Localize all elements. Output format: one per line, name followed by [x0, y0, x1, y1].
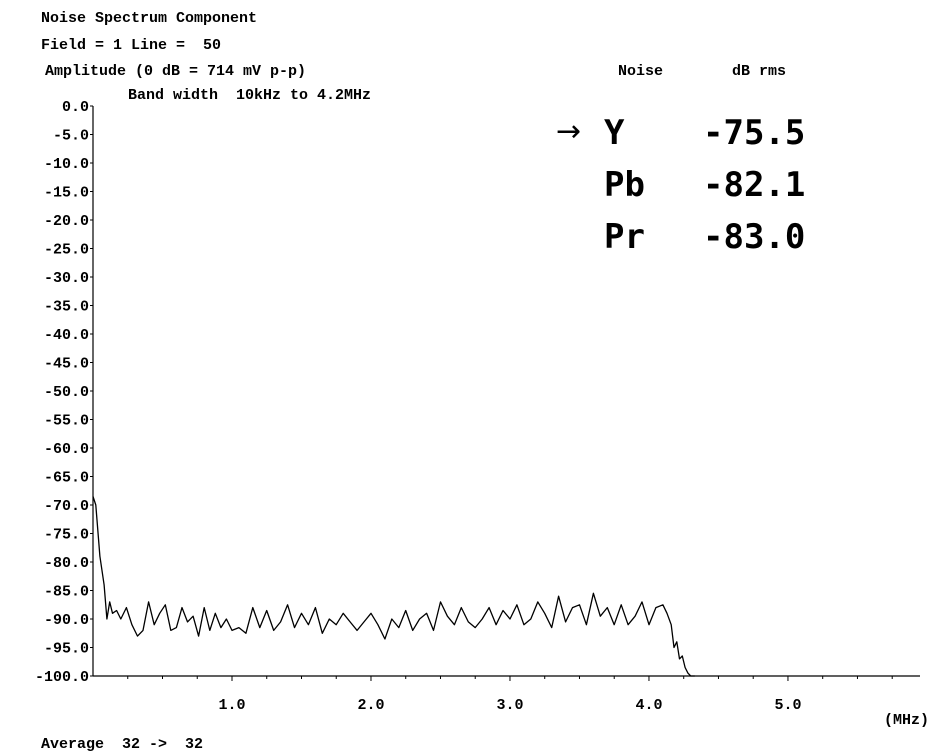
x-axis: 1.0 2.0 3.0 4.0 5.0	[93, 675, 920, 714]
average-readout: Average 32 -> 32	[41, 736, 204, 753]
noise-column-header: Noise	[618, 63, 664, 80]
y-tick-label: -70.0	[44, 498, 89, 515]
bandwidth-label: Band width 10kHz to 4.2MHz	[128, 87, 372, 104]
y-tick-label: -55.0	[44, 413, 89, 430]
x-tick-label: 2.0	[357, 697, 384, 714]
selected-arrow-icon: →	[556, 114, 582, 149]
y-tick-label: -45.0	[44, 356, 89, 373]
y-tick-label: 0.0	[62, 99, 89, 116]
measurement-label-pb: Pb	[604, 165, 645, 205]
y-tick-label: -30.0	[44, 270, 89, 287]
y-tick-label: -20.0	[44, 213, 89, 230]
y-axis: 0.0 -5.0 -10.0 -15.0 -20.0 -25.0 -30.0 -35.0 -40…	[35, 99, 94, 686]
amplitude-reference: Amplitude (0 dB = 714 mV p-p)	[45, 63, 307, 80]
db-rms-column-header: dB rms	[732, 63, 787, 80]
x-tick-label: 5.0	[774, 697, 801, 714]
measurement-value-pb: -82.1	[703, 165, 806, 205]
y-tick-label: -5.0	[53, 128, 89, 145]
chart-title: Noise Spectrum Component	[41, 10, 258, 27]
measurement-value-y: -75.5	[703, 113, 806, 153]
noise-spectrum-trace	[92, 496, 695, 677]
y-tick-label: -85.0	[44, 584, 89, 601]
measurement-label-pr: Pr	[604, 217, 645, 257]
x-axis-unit-label: (MHz)	[884, 712, 929, 729]
y-tick-label: -60.0	[44, 441, 89, 458]
x-tick-label: 3.0	[496, 697, 523, 714]
y-tick-label: -95.0	[44, 641, 89, 658]
y-tick-label: -10.0	[44, 156, 89, 173]
measurement-value-pr: -83.0	[703, 217, 806, 257]
y-tick-label: -25.0	[44, 242, 89, 259]
field-line-readout: Field = 1 Line = 50	[41, 37, 222, 54]
y-tick-label: -15.0	[44, 185, 89, 202]
measurement-label-y: Y	[604, 113, 625, 153]
y-tick-label: -75.0	[44, 527, 89, 544]
y-tick-label: -65.0	[44, 470, 89, 487]
y-tick-label: -90.0	[44, 612, 89, 629]
x-tick-label: 4.0	[635, 697, 662, 714]
y-tick-label: -50.0	[44, 384, 89, 401]
y-tick-label: -35.0	[44, 299, 89, 316]
x-tick-label: 1.0	[218, 697, 245, 714]
y-tick-label: -80.0	[44, 555, 89, 572]
y-tick-label: -100.0	[35, 669, 89, 686]
y-tick-label: -40.0	[44, 327, 89, 344]
